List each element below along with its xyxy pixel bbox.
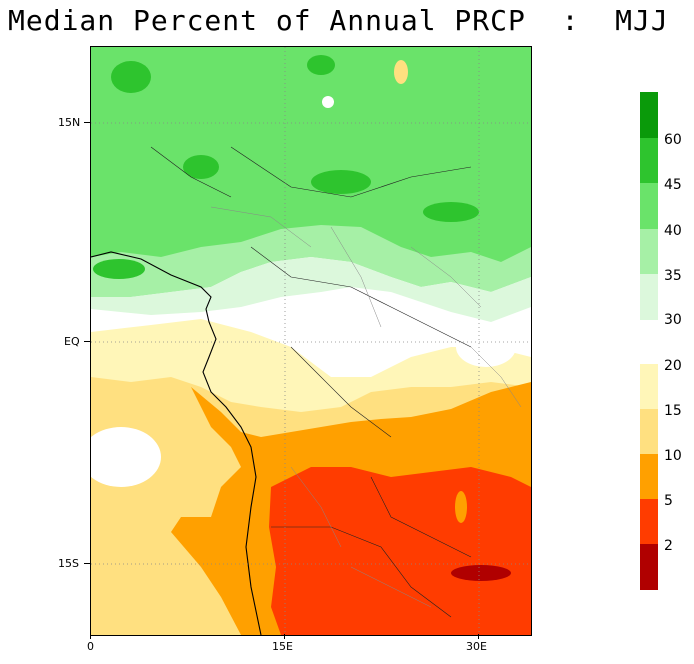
white-patch-east — [456, 327, 516, 367]
green-patch-2 — [311, 170, 371, 194]
y-tick-eq: EQ — [64, 335, 80, 348]
y-tick-mark-eq — [84, 341, 90, 342]
map-panel — [90, 46, 532, 636]
legend-label-30: 30 — [664, 312, 682, 328]
legend-label-40: 40 — [664, 223, 682, 239]
legend-swatch-green-light — [640, 229, 658, 274]
green-white-spot — [322, 96, 334, 108]
legend-label-20: 20 — [664, 358, 682, 374]
dark-red-patch — [451, 565, 511, 581]
legend-swatch-green-pale — [640, 274, 658, 320]
x-tick-15e: 15E — [272, 640, 293, 653]
x-tick-mark-15e — [284, 634, 285, 639]
green-patch-5 — [111, 61, 151, 93]
legend-label-15: 15 — [664, 403, 682, 419]
y-tick-mark-15s — [84, 563, 90, 564]
precip-map — [91, 47, 531, 635]
y-tick-15s: 15S — [58, 557, 79, 570]
x-tick-30e: 30E — [466, 640, 487, 653]
legend-swatch-red — [640, 499, 658, 544]
orange-patch-sw — [193, 538, 229, 566]
red-zone — [269, 467, 531, 635]
legend-label-45: 45 — [664, 177, 682, 193]
orange-patch-lake — [455, 491, 467, 523]
border-lines-grey — [210, 206, 522, 608]
yellow-spot-north — [394, 60, 408, 84]
green-patch-3 — [423, 202, 479, 222]
y-tick-mark-15n — [84, 122, 90, 123]
legend-swatch-yellow — [640, 409, 658, 454]
white-patch-west — [91, 427, 161, 487]
y-tick-15n: 15N — [58, 116, 81, 129]
legend-label-35: 35 — [664, 268, 682, 284]
legend-swatch-orange — [640, 454, 658, 499]
legend-label-5: 5 — [664, 493, 673, 509]
green-zone-pale — [91, 257, 531, 322]
map-title: Median Percent of Annual PRCP : MJJ — [8, 4, 669, 37]
legend-swatch-dark-red — [640, 544, 658, 590]
green-patch-west — [93, 259, 145, 279]
legend-label-2: 2 — [664, 538, 673, 554]
legend-swatch-green-darkest — [640, 92, 658, 138]
legend-label-60: 60 — [664, 132, 682, 148]
green-patch-4 — [307, 55, 335, 75]
green-patch-1 — [183, 155, 219, 179]
x-tick-mark-0 — [90, 634, 91, 639]
legend-swatch-green — [640, 183, 658, 229]
legend-swatch-green-dark — [640, 138, 658, 183]
border-lines — [150, 146, 472, 618]
x-tick-mark-30e — [478, 634, 479, 639]
x-tick-0: 0 — [87, 640, 94, 653]
coastline — [91, 251, 262, 635]
legend-label-10: 10 — [664, 448, 682, 464]
green-zone-mid — [91, 47, 531, 262]
legend-swatch-yellow-pale — [640, 364, 658, 409]
